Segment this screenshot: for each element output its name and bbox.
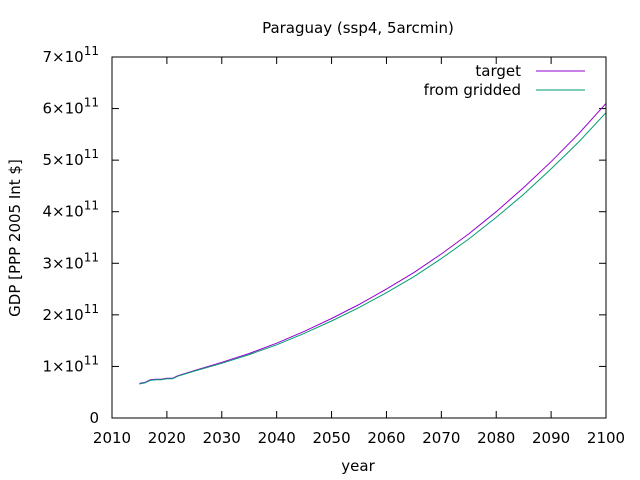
x-tick-label: 2020 <box>148 429 186 447</box>
y-tick-label: 2×1011 <box>43 302 99 324</box>
x-axis-label: year <box>341 457 375 475</box>
x-tick-label: 2060 <box>367 429 405 447</box>
plot-frame <box>111 56 607 419</box>
y-tick-label: 6×1011 <box>43 96 99 118</box>
y-tick-label: 0 <box>89 409 99 427</box>
chart-title: Paraguay (ssp4, 5arcmin) <box>262 19 454 37</box>
y-tick-label: 1×1011 <box>43 353 99 375</box>
y-tick-label: 4×1011 <box>43 199 99 221</box>
y-axis-ticks: 0 1×1011 2×1011 3×1011 4×1011 5×1011 6×1011 7×1… <box>43 44 606 427</box>
x-tick-label: 2040 <box>258 429 296 447</box>
legend-label: target <box>475 62 521 80</box>
x-tick-label: 2090 <box>532 429 570 447</box>
y-tick-label: 7×1011 <box>43 44 99 66</box>
series-line-target <box>139 103 607 384</box>
legend-label: from gridded <box>424 81 521 99</box>
x-tick-label: 2030 <box>203 429 241 447</box>
y-tick-label: 3×1011 <box>43 250 99 272</box>
y-axis-label: GDP [PPP 2005 Int $] <box>6 159 24 317</box>
x-tick-label: 2070 <box>422 429 460 447</box>
x-tick-label: 2100 <box>587 429 625 447</box>
x-axis-ticks: 2010 2020 2030 2040 2050 2060 2070 2080 2090 2100 <box>93 57 625 447</box>
series-lines <box>139 103 607 385</box>
x-tick-label: 2010 <box>93 429 131 447</box>
x-tick-label: 2050 <box>312 429 350 447</box>
series-line-from-gridded <box>139 112 607 385</box>
y-tick-label: 5×1011 <box>43 147 99 169</box>
x-tick-label: 2080 <box>477 429 515 447</box>
